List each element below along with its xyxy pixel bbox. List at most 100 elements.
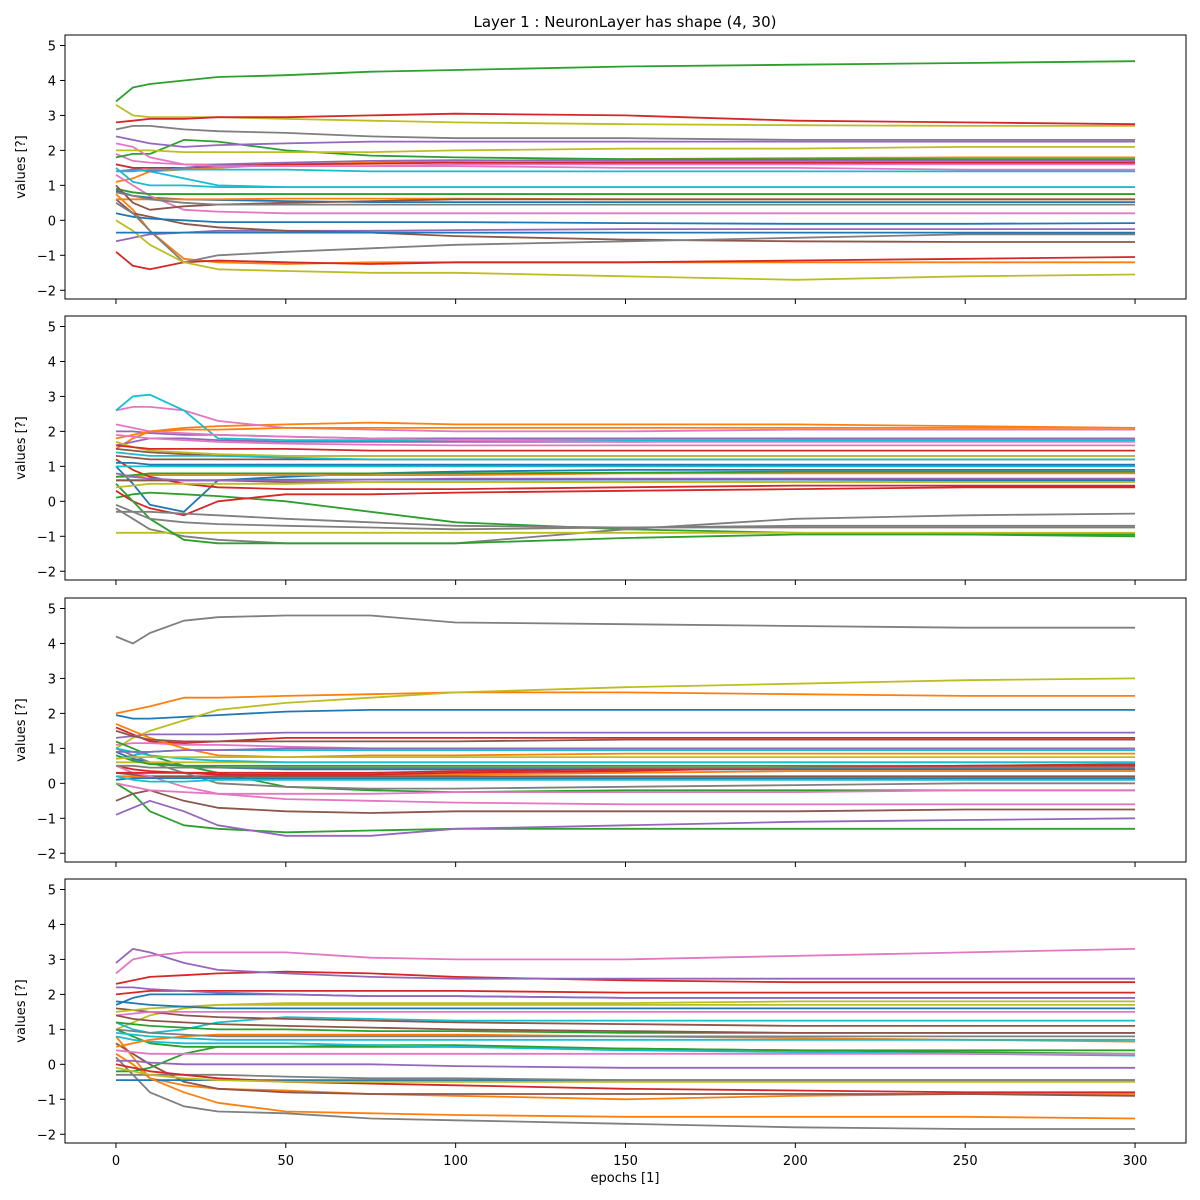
series-line-26 [115,730,1135,743]
series-line-25 [116,747,1135,753]
x-tick-label: 200 [783,1154,808,1169]
series-line-22 [115,426,1135,440]
series-line-30 [115,775,1135,783]
series-line-24 [115,444,1135,452]
y-tick-label: −1 [37,249,56,264]
series-line-20 [115,167,1135,189]
y-tick-label: 1 [48,1023,56,1038]
y-tick-label: 3 [48,672,56,687]
series-group [115,614,1136,837]
series-line-29 [115,1066,1135,1083]
series-line-2 [115,691,1135,715]
y-axis-label: values [?] [14,416,29,479]
x-tick-label: 300 [1123,1154,1148,1169]
y-tick-label: −1 [37,1093,56,1108]
series-line-8 [115,125,1135,141]
y-tick-label: 5 [48,320,56,335]
series-line-18 [116,510,1135,529]
series-line-29 [116,145,1135,154]
series-line-19 [115,219,1136,281]
series-line-11 [115,212,1136,225]
series-line-25 [116,986,1135,999]
series-line-3 [115,60,1136,103]
y-tick-label: 0 [48,777,56,792]
series-line-17 [115,764,1135,806]
y-tick-label: 2 [48,425,56,440]
series-line-29 [115,481,1135,489]
series-line-25 [115,472,1135,482]
y-axis-label: values [?] [14,698,29,761]
series-line-10 [115,393,1135,442]
series-line-23 [115,470,1135,478]
series-line-19 [115,441,1135,457]
series-line-4 [115,251,1136,271]
y-tick-label: 0 [48,214,56,229]
series-line-14 [115,458,1135,491]
series-line-9 [115,104,1135,127]
y-tick-label: −1 [37,812,56,827]
series-line-9 [115,677,1136,750]
series-line-14 [115,112,1136,126]
series-line-8 [115,614,1135,645]
series-line-26 [115,184,1135,211]
y-tick-label: 5 [48,602,56,617]
x-tick-label: 100 [443,1154,468,1169]
series-line-18 [115,202,1135,264]
x-tick-label: 0 [112,1154,120,1169]
series-line-30 [116,168,1135,173]
figure-title: Layer 1 : NeuronLayer has shape (4, 30) [474,13,777,31]
series-line-17 [115,1011,1135,1017]
y-tick-label: −1 [37,530,56,545]
x-axis-label: epochs [1] [591,1171,660,1186]
series-line-6 [115,789,1135,814]
series-line-5 [115,948,1135,980]
series-line-20 [115,747,1135,764]
series-line-4 [115,970,1135,985]
series-line-12 [115,1053,1136,1120]
series-line-28 [116,764,1135,769]
series-line-14 [115,990,1135,996]
series-line-27 [115,434,1135,447]
series-line-8 [115,1056,1135,1130]
y-axis-label: values [?] [14,979,29,1042]
y-tick-label: 1 [48,179,56,194]
series-line-27 [115,142,1135,168]
series-line-28 [115,191,1135,206]
y-tick-label: 4 [48,637,56,652]
series-line-29 [115,756,1135,760]
series-line-18 [115,747,1135,790]
series-line-15 [115,135,1135,148]
series-group [115,60,1136,281]
series-line-21 [115,1000,1135,1010]
series-line-25 [115,159,1135,173]
series-line-30 [115,451,1135,461]
y-axis-label: values [?] [14,135,29,198]
y-tick-label: −2 [37,284,56,299]
y-tick-label: 2 [48,144,56,159]
series-line-21 [116,461,1135,466]
series-line-1 [115,709,1135,720]
x-tick-label: 50 [278,1154,295,1169]
y-tick-label: 4 [48,74,56,89]
series-line-28 [115,503,1135,531]
series-line-5 [115,799,1136,837]
panels: −2 −1 0 1 2 3 4 5 values [?] −2 −1 0 1 2 3 4 5 values [?]… [14,34,1187,1169]
series-line-19 [115,1004,1135,1013]
y-tick-label: 2 [48,707,56,722]
y-tick-label: 3 [48,390,56,405]
series-line-4 [115,726,1135,744]
y-tick-label: 0 [48,495,56,510]
series-line-23 [115,754,1135,767]
series-line-15 [116,1059,1135,1069]
y-tick-label: 5 [48,883,56,898]
series-line-27 [115,782,1135,795]
series-group [115,948,1136,1130]
series-line-9 [115,1000,1135,1031]
series-line-7 [115,948,1136,975]
y-tick-label: 1 [48,460,56,475]
series-line-15 [115,731,1135,739]
series-line-28 [115,1028,1135,1038]
y-tick-label: 4 [48,355,56,370]
